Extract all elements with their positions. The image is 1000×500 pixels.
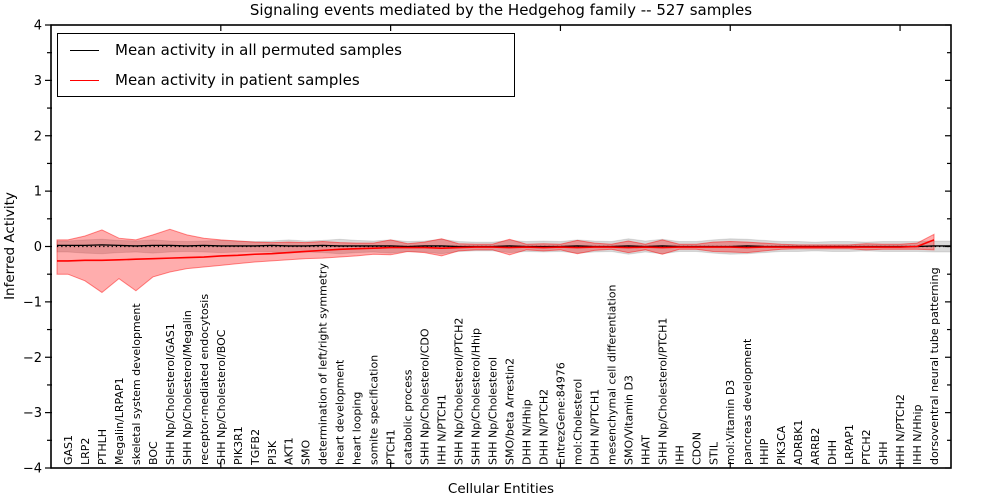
legend-label: Mean activity in patient samples bbox=[115, 71, 360, 89]
patient-band bbox=[56, 228, 935, 294]
x-category-label: mol:Vitamin D3 bbox=[724, 380, 737, 465]
x-category-label: ADRBK1 bbox=[792, 420, 805, 465]
x-category-label: PTCH1 bbox=[385, 429, 398, 465]
x-category-label: HHIP bbox=[758, 438, 771, 465]
y-axis-label: Inferred Activity bbox=[2, 192, 18, 300]
x-category-label: SHH Np/Cholesterol/PTCH2 bbox=[453, 318, 466, 465]
x-category-label: LRP2 bbox=[79, 438, 92, 465]
y-tick-label: −3 bbox=[23, 406, 42, 421]
x-category-label: CDON bbox=[690, 432, 703, 465]
x-category-label: LRPAP1 bbox=[843, 424, 856, 465]
x-category-label: heart development bbox=[334, 359, 347, 465]
y-tick-label: −4 bbox=[23, 462, 42, 477]
x-category-label: PIK3R1 bbox=[232, 426, 245, 465]
x-category-label: mesenchymal cell differentiation bbox=[605, 284, 618, 465]
y-tick-label: 0 bbox=[34, 240, 42, 255]
x-category-label: SMO bbox=[300, 440, 313, 465]
y-tick-label: −2 bbox=[23, 351, 42, 366]
x-category-label: heart looping bbox=[351, 392, 364, 465]
x-category-label: SHH Np/Cholesterol/Megalin bbox=[181, 310, 194, 465]
x-category-label: SHH bbox=[877, 441, 890, 465]
x-category-label: pancreas development bbox=[741, 338, 754, 465]
x-category-label: DHH N/PTCH1 bbox=[588, 389, 601, 465]
x-category-label: Megalin/LRPAP1 bbox=[113, 377, 126, 465]
legend-entry-permuted: Mean activity in all permuted samples bbox=[58, 35, 514, 65]
legend-line-sample-black bbox=[70, 49, 99, 51]
legend-entry-patient: Mean activity in patient samples bbox=[58, 65, 514, 95]
x-category-label: AKT1 bbox=[283, 437, 296, 465]
x-category-label: BOC bbox=[147, 441, 160, 465]
plot-border bbox=[50, 24, 952, 469]
x-category-label: IHH N/PTCH2 bbox=[894, 394, 907, 465]
y-tick-label: 3 bbox=[34, 74, 42, 89]
y-tick-label: −1 bbox=[23, 295, 42, 310]
x-category-label: dorsoventral neural tube patterning bbox=[928, 267, 941, 465]
x-category-label: STIL bbox=[707, 441, 720, 465]
x-category-label: determination of left/right symmetry bbox=[317, 263, 330, 465]
x-category-label: catabolic process bbox=[402, 369, 415, 465]
x-category-label: SMO/beta Arrestin2 bbox=[503, 358, 516, 465]
x-category-label: PTHLH bbox=[96, 429, 109, 465]
x-category-label: EntrezGene:84976 bbox=[554, 362, 567, 465]
legend-line-sample-red bbox=[70, 79, 99, 81]
legend-label: Mean activity in all permuted samples bbox=[115, 41, 402, 59]
x-category-label: SMO/Vitamin D3 bbox=[622, 375, 635, 465]
x-category-label: PI3K bbox=[266, 440, 279, 465]
x-axis-label: Cellular Entities bbox=[447, 481, 555, 497]
x-category-label: receptor-mediated endocytosis bbox=[198, 294, 211, 465]
x-category-label: IHH N/Hhip bbox=[911, 404, 924, 465]
x-category-label: DHH N/Hhip bbox=[520, 399, 533, 465]
x-category-label: DHH N/PTCH2 bbox=[537, 389, 550, 465]
x-category-label: IHH N/PTCH1 bbox=[436, 394, 449, 465]
x-category-label: SHH Np/Cholesterol/PTCH1 bbox=[656, 318, 669, 465]
x-category-label: PTCH2 bbox=[860, 429, 873, 465]
x-category-label: SHH Np/Cholesterol bbox=[487, 357, 500, 465]
chart-title: Signaling events mediated by the Hedgeho… bbox=[249, 1, 753, 19]
x-category-label: SHH Np/Cholesterol/Hhip bbox=[470, 328, 483, 465]
x-category-label: DHH bbox=[826, 440, 839, 465]
x-category-label: SHH Np/Cholesterol/GAS1 bbox=[164, 323, 177, 465]
y-tick-label: 4 bbox=[34, 19, 42, 34]
x-category-label: SHH Np/Cholesterol/BOC bbox=[215, 329, 228, 465]
x-category-label: IHH bbox=[673, 445, 686, 465]
x-category-label: ARRB2 bbox=[809, 428, 822, 465]
x-category-label: HHAT bbox=[639, 435, 652, 465]
x-category-label: skeletal system development bbox=[130, 303, 143, 465]
x-category-label: somite specification bbox=[368, 355, 381, 465]
legend: Mean activity in all permuted samples Me… bbox=[57, 33, 515, 97]
x-category-label: PIK3CA bbox=[775, 425, 788, 465]
x-category-label: TGFB2 bbox=[249, 429, 262, 466]
x-category-label: mol:Cholesterol bbox=[571, 379, 584, 465]
y-tick-label: 1 bbox=[34, 185, 42, 200]
patient-mean-line bbox=[57, 239, 935, 262]
x-category-label: SHH Np/Cholesterol/CDO bbox=[419, 328, 432, 465]
x-category-label: GAS1 bbox=[62, 435, 75, 465]
y-tick-label: 2 bbox=[34, 129, 42, 144]
